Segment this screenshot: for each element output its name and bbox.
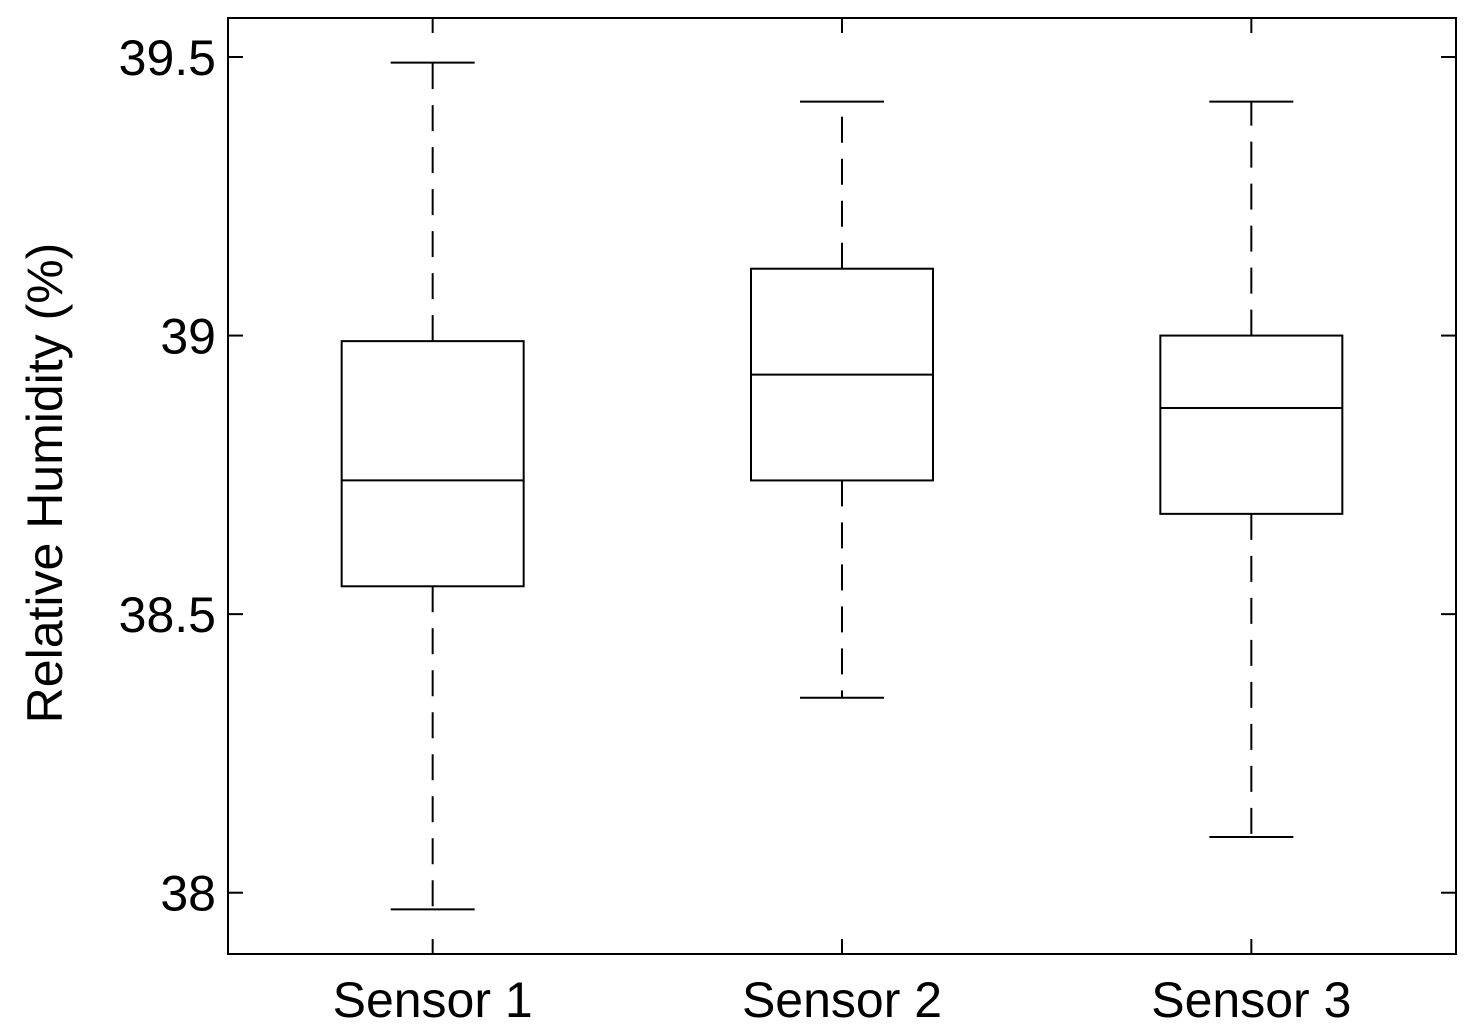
iqr-box (1159, 334, 1344, 515)
box-2 (750, 100, 934, 699)
x-tick-label: Sensor 1 (333, 972, 533, 1028)
y-tick-label: 38 (160, 866, 216, 922)
y-axis: 38 38.5 39 39.5 (119, 30, 1456, 922)
x-tick-label: Sensor 2 (742, 972, 942, 1028)
y-tick-label: 38.5 (119, 587, 216, 643)
x-tick-label: Sensor 3 (1151, 972, 1351, 1028)
y-tick-label: 39.5 (119, 30, 216, 86)
boxes-group (340, 61, 1344, 911)
x-axis: Sensor 1 Sensor 2 Sensor 3 (333, 18, 1351, 1028)
y-tick-label: 39 (160, 309, 216, 365)
box-3 (1159, 100, 1344, 838)
y-axis-label: Relative Humidity (%) (17, 243, 73, 724)
iqr-box (340, 340, 525, 588)
box-1 (340, 61, 525, 911)
